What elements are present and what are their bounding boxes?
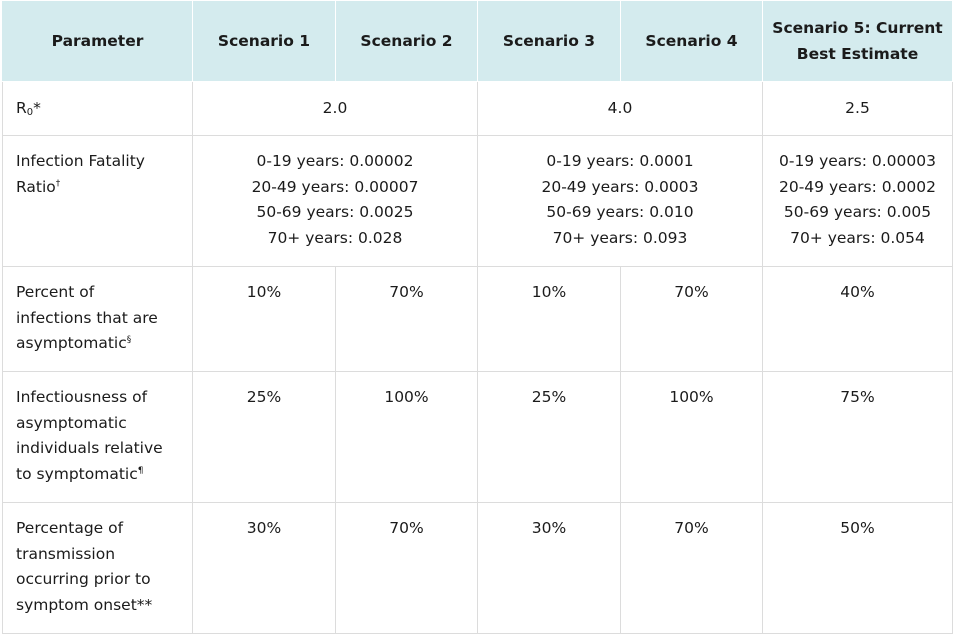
ifr-s5-age-0-19: 0-19 years: 0.00003 <box>778 152 936 170</box>
ifr-s34-age-70-plus: 70+ years: 0.093 <box>552 228 688 247</box>
table-row-infectiousness: Infectiousness of asymptomatic individua… <box>2 371 953 503</box>
ifr-label-line2: Ratio <box>16 177 56 196</box>
infect-label-line2: asymptomatic <box>16 413 127 432</box>
ifr-s5-age-20-49: 20-49 years: 0.0002 <box>778 177 936 196</box>
r0-label-subscript: 0 <box>26 107 34 118</box>
row-label-r0: R0* <box>2 81 193 136</box>
asym-scenario-5: 40% <box>762 266 953 372</box>
asym-label-line3: asymptomatic <box>16 334 127 352</box>
header-scenario-3: Scenario 3 <box>477 0 621 82</box>
header-scenario-5-line1: Scenario 5: Current <box>772 19 943 37</box>
header-scenario-1: Scenario 1 <box>192 0 336 82</box>
infect-scenario-5: 75% <box>762 371 953 503</box>
r0-scenarios-1-2: 2.0 <box>192 81 478 136</box>
infect-label-footnote-mark: ¶ <box>137 465 144 476</box>
ifr-label-line1: Infection Fatality <box>16 152 145 170</box>
table-row-percent-asymptomatic: Percent of infections that are asymptoma… <box>2 266 953 372</box>
presym-label-line3: occurring prior to <box>16 570 151 588</box>
infect-label-line3: individuals relative <box>16 439 163 457</box>
presym-scenario-1: 30% <box>192 502 336 634</box>
header-row: Parameter Scenario 1 Scenario 2 Scenario… <box>2 0 953 82</box>
ifr-s34-age-50-69: 50-69 years: 0.010 <box>546 203 694 221</box>
infect-scenario-1: 25% <box>192 371 336 503</box>
ifr-s12-age-20-49: 20-49 years: 0.00007 <box>251 177 419 196</box>
header-parameter: Parameter <box>2 0 193 82</box>
row-label-ifr: Infection Fatality Ratio† <box>2 135 193 267</box>
ifr-label-line2-wrap: Ratio† <box>16 175 182 201</box>
infect-label-line4: to symptomatic <box>16 464 138 483</box>
infect-label-line1: Infectiousness of <box>16 388 148 406</box>
asym-scenario-3: 10% <box>477 266 621 372</box>
asym-scenario-1: 10% <box>192 266 336 372</box>
presym-scenario-3: 30% <box>477 502 621 634</box>
ifr-s34-age-0-19: 0-19 years: 0.0001 <box>546 152 694 170</box>
row-label-presymptomatic: Percentage of transmission occurring pri… <box>2 502 193 634</box>
asym-scenario-2: 70% <box>335 266 478 372</box>
infect-scenario-4: 100% <box>620 371 763 503</box>
presym-scenario-2: 70% <box>335 502 478 634</box>
presym-label-line4: symptom onset** <box>16 595 153 614</box>
ifr-s12-age-0-19: 0-19 years: 0.00002 <box>256 152 414 170</box>
ifr-scenarios-3-4: 0-19 years: 0.0001 20-49 years: 0.0003 5… <box>477 135 763 267</box>
asym-scenario-4: 70% <box>620 266 763 372</box>
r0-label-footnote-mark: * <box>33 99 41 117</box>
asym-label-line2: infections that are <box>16 308 158 327</box>
row-label-percent-asymptomatic: Percent of infections that are asymptoma… <box>2 266 193 372</box>
ifr-s5-age-70-plus: 70+ years: 0.054 <box>790 228 925 247</box>
row-label-infectiousness: Infectiousness of asymptomatic individua… <box>2 371 193 503</box>
table-row-r0: R0* 2.0 4.0 2.5 <box>2 81 953 136</box>
ifr-s34-age-20-49: 20-49 years: 0.0003 <box>541 177 699 196</box>
r0-label-main: R <box>16 99 27 117</box>
infect-scenario-3: 25% <box>477 371 621 503</box>
r0-scenario-5: 2.5 <box>762 81 953 136</box>
header-scenario-2: Scenario 2 <box>335 0 478 82</box>
infect-scenario-2: 100% <box>335 371 478 503</box>
header-scenario-4: Scenario 4 <box>620 0 763 82</box>
asym-label-line3-wrap: asymptomatic§ <box>16 331 182 357</box>
presym-scenario-5: 50% <box>762 502 953 634</box>
header-scenario-5: Scenario 5: Current Best Estimate <box>762 0 953 82</box>
asym-label-footnote-mark: § <box>126 335 132 345</box>
presym-label-line1: Percentage of <box>16 519 124 537</box>
ifr-s12-age-70-plus: 70+ years: 0.028 <box>267 228 403 247</box>
table-row-infection-fatality-ratio: Infection Fatality Ratio† 0-19 years: 0.… <box>2 135 953 267</box>
ifr-scenario-5: 0-19 years: 0.00003 20-49 years: 0.0002 … <box>762 135 953 267</box>
ifr-s5-age-50-69: 50-69 years: 0.005 <box>783 203 932 221</box>
infect-label-line4-wrap: to symptomatic¶ <box>16 462 182 488</box>
ifr-s12-age-50-69: 50-69 years: 0.0025 <box>256 203 414 221</box>
ifr-scenarios-1-2: 0-19 years: 0.00002 20-49 years: 0.00007… <box>192 135 478 267</box>
presym-label-line2: transmission <box>16 544 116 563</box>
ifr-label-footnote-mark: † <box>55 178 61 189</box>
asym-label-line1: Percent of <box>16 283 95 301</box>
presym-scenario-4: 70% <box>620 502 763 634</box>
r0-scenarios-3-4: 4.0 <box>477 81 763 136</box>
header-scenario-5-line2: Best Estimate <box>796 45 919 63</box>
table-row-presymptomatic-transmission: Percentage of transmission occurring pri… <box>2 502 953 634</box>
